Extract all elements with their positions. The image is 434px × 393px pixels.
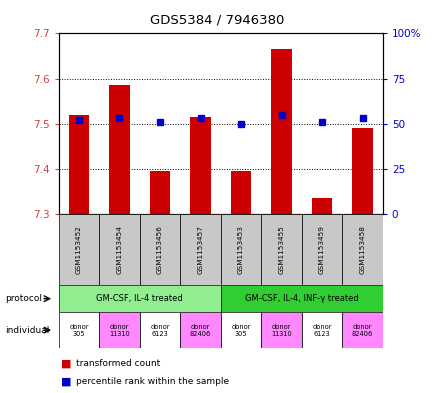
Bar [311, 198, 332, 214]
Bar [230, 171, 250, 214]
Bar [69, 115, 89, 214]
Bar [190, 117, 210, 214]
Bar [180, 312, 220, 348]
Text: GSM1153456: GSM1153456 [157, 225, 163, 274]
Bar [139, 214, 180, 285]
Text: donor
82406: donor 82406 [190, 323, 210, 337]
Text: donor
6123: donor 6123 [312, 323, 331, 337]
Text: GSM1153457: GSM1153457 [197, 225, 203, 274]
Bar [150, 171, 170, 214]
Bar [180, 214, 220, 285]
Text: protocol: protocol [5, 294, 42, 303]
Bar [59, 214, 99, 285]
Text: GSM1153459: GSM1153459 [318, 225, 324, 274]
Text: GSM1153458: GSM1153458 [359, 225, 365, 274]
Bar [220, 312, 261, 348]
Bar [261, 312, 301, 348]
Bar [271, 49, 291, 214]
Text: donor
6123: donor 6123 [150, 323, 169, 337]
Bar [342, 214, 382, 285]
Bar [99, 312, 139, 348]
Bar [342, 312, 382, 348]
Bar [139, 312, 180, 348]
Text: GSM1153454: GSM1153454 [116, 225, 122, 274]
Text: GSM1153455: GSM1153455 [278, 225, 284, 274]
Text: GSM1153452: GSM1153452 [76, 225, 82, 274]
Bar [59, 312, 99, 348]
Text: GM-CSF, IL-4 treated: GM-CSF, IL-4 treated [96, 294, 183, 303]
Text: GM-CSF, IL-4, INF-γ treated: GM-CSF, IL-4, INF-γ treated [244, 294, 358, 303]
Text: donor
11310: donor 11310 [270, 323, 291, 337]
Bar [109, 85, 129, 214]
Bar [301, 214, 342, 285]
Text: donor
305: donor 305 [231, 323, 250, 337]
Bar [220, 214, 261, 285]
Bar [220, 285, 382, 312]
Text: donor
82406: donor 82406 [351, 323, 372, 337]
Bar [301, 312, 342, 348]
Text: donor
305: donor 305 [69, 323, 89, 337]
Text: ■: ■ [61, 376, 71, 386]
Text: ■: ■ [61, 358, 71, 369]
Text: percentile rank within the sample: percentile rank within the sample [76, 377, 229, 386]
Text: transformed count: transformed count [76, 359, 160, 368]
Text: GDS5384 / 7946380: GDS5384 / 7946380 [150, 14, 284, 27]
Bar [99, 214, 139, 285]
Text: GSM1153453: GSM1153453 [237, 225, 243, 274]
Text: donor
11310: donor 11310 [109, 323, 130, 337]
Text: individual: individual [5, 326, 49, 334]
Bar [59, 285, 220, 312]
Bar [352, 128, 372, 214]
Bar [261, 214, 301, 285]
